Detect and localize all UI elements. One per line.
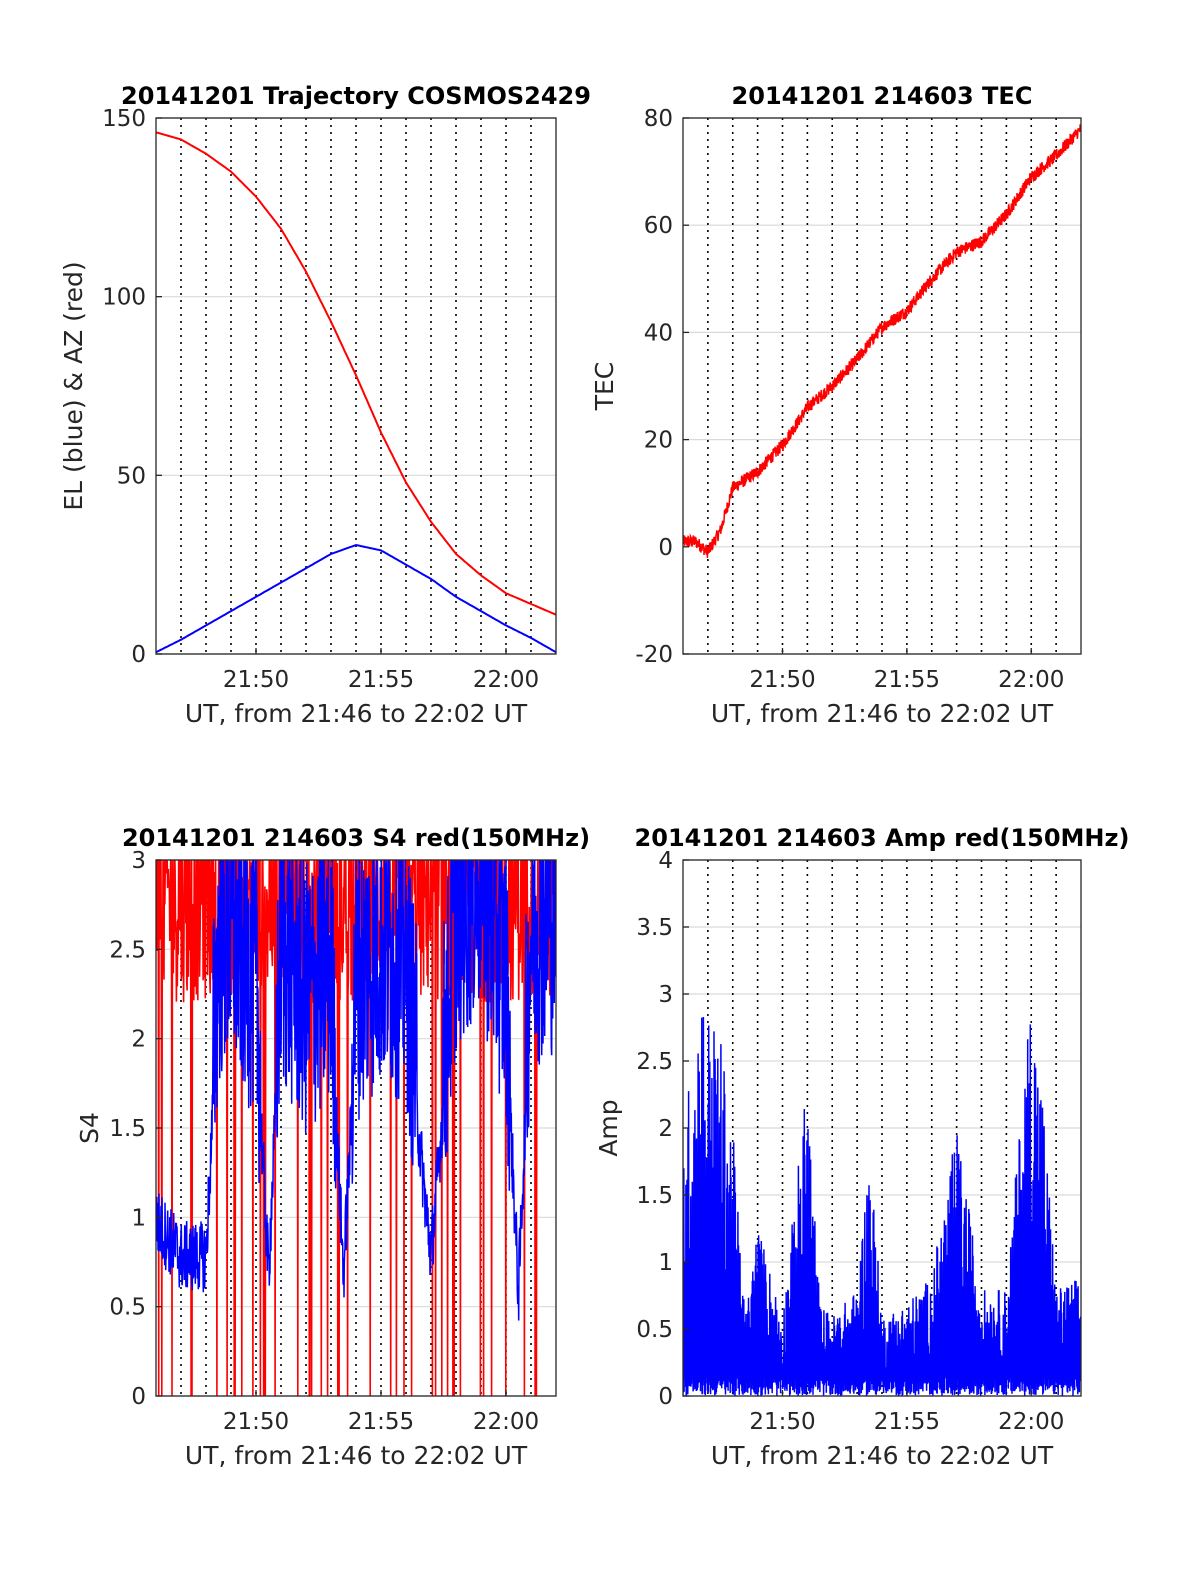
chart-panel-3: 0 0.5 1 1.5 2 2.5 3 21:50 21:55 22:00 20141201 214… — [75, 824, 590, 1470]
y-tick-label: 150 — [102, 106, 146, 132]
y-tick-label: 4 — [658, 848, 673, 874]
series-group — [683, 124, 1081, 559]
x-axis-label: UT, from 21:46 to 22:02 UT — [711, 1441, 1054, 1470]
x-tick-label: 21:50 — [223, 667, 289, 693]
series-line-1 — [683, 124, 1081, 559]
x-tick-label: 21:55 — [874, 1409, 940, 1435]
y-tick-label: 100 — [102, 285, 146, 311]
x-axis-label: UT, from 21:46 to 22:02 UT — [711, 699, 1054, 728]
y-tick-label: 0 — [131, 642, 146, 668]
axes-frame — [682, 117, 1082, 655]
y-tick-label: -20 — [635, 642, 673, 668]
y-tick-label: 3 — [658, 982, 673, 1008]
x-tick-label: 22:00 — [473, 667, 539, 693]
y-tick-label: 0.5 — [109, 1295, 146, 1321]
axes-frame — [155, 117, 557, 655]
x-tick-label: 22:00 — [998, 667, 1064, 693]
y-tick-label: 0 — [658, 1384, 673, 1410]
x-tick-label: 21:55 — [348, 667, 414, 693]
chart-title: 20141201 214603 S4 red(150MHz) — [122, 824, 590, 852]
y-tick-label: 2 — [131, 1027, 146, 1053]
chart-panel-4: 0 0.5 1 1.5 2 2.5 3 3.5 4 21:50 21:55 22:00 20141201… — [594, 824, 1129, 1470]
y-tick-label: 1.5 — [636, 1183, 673, 1209]
y-tick-label: 1 — [131, 1205, 146, 1231]
y-tick-label: 50 — [117, 463, 146, 489]
y-axis-label: S4 — [75, 1112, 104, 1144]
x-tick-label: 21:50 — [223, 1409, 289, 1435]
series-line-2 — [156, 543, 556, 654]
x-axis-label: UT, from 21:46 to 22:02 UT — [185, 699, 528, 728]
y-axis-label: EL (blue) & AZ (red) — [59, 261, 88, 510]
y-axis-label: Amp — [594, 1099, 623, 1156]
y-tick-label: 0 — [131, 1384, 146, 1410]
series-group — [156, 131, 556, 654]
y-tick-label: 60 — [644, 213, 673, 239]
y-tick-label: 0 — [658, 535, 673, 561]
chart-panel-2: -20 0 20 40 60 80 21:50 21:55 22:00 20141201 2146… — [590, 82, 1082, 728]
y-tick-label: 40 — [644, 320, 673, 346]
y-tick-label: 2.5 — [109, 937, 146, 963]
y-axis-label: TEC — [590, 362, 619, 412]
y-tick-label: 20 — [644, 428, 673, 454]
chart-panel-1: 0 50 100 150 21:50 21:55 22:00 20141201 Traject… — [59, 82, 591, 728]
x-tick-label: 21:50 — [749, 667, 815, 693]
series-line-1 — [156, 131, 556, 616]
y-tick-label: 2 — [658, 1116, 673, 1142]
y-tick-label: 3.5 — [636, 915, 673, 941]
y-tick-label: 1 — [658, 1250, 673, 1276]
chart-title: 20141201 Trajectory COSMOS2429 — [121, 82, 591, 110]
y-tick-label: 2.5 — [636, 1049, 673, 1075]
chart-title: 20141201 214603 TEC — [732, 82, 1033, 110]
series-line-1 — [683, 1016, 1081, 1396]
y-tick-label: 80 — [644, 106, 673, 132]
y-tick-label: 1.5 — [109, 1116, 146, 1142]
x-tick-label: 22:00 — [998, 1409, 1064, 1435]
x-tick-label: 21:55 — [348, 1409, 414, 1435]
x-tick-label: 22:00 — [473, 1409, 539, 1435]
y-tick-label: 3 — [131, 848, 146, 874]
x-tick-label: 21:50 — [749, 1409, 815, 1435]
x-tick-label: 21:55 — [874, 667, 940, 693]
series-group — [683, 1016, 1081, 1396]
y-tick-label: 0.5 — [636, 1317, 673, 1343]
x-axis-label: UT, from 21:46 to 22:02 UT — [185, 1441, 528, 1470]
chart-title: 20141201 214603 Amp red(150MHz) — [635, 824, 1130, 852]
